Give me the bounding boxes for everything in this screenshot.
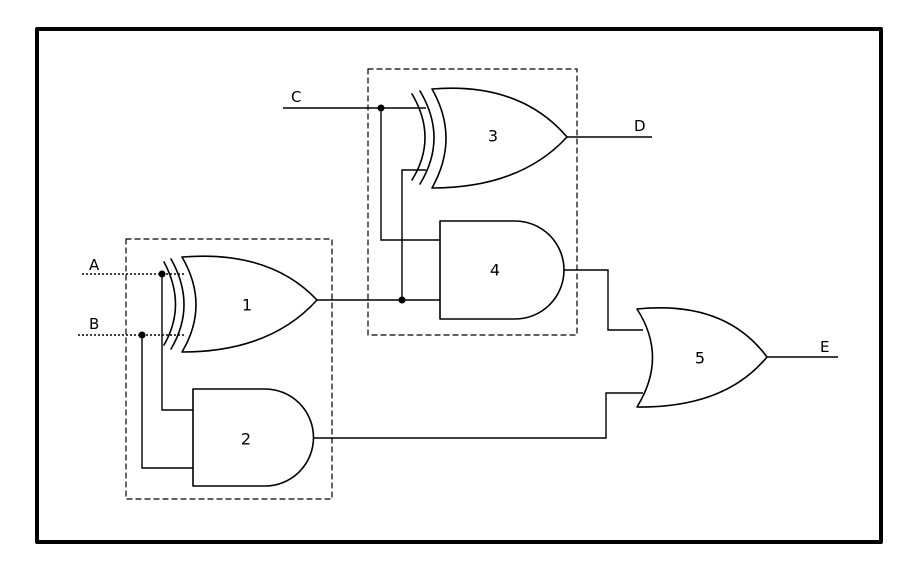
half-adder-box-2 <box>367 68 578 336</box>
label-c: C <box>291 88 301 106</box>
junction-a <box>158 270 166 278</box>
gate-1-xor <box>163 255 318 353</box>
outer-frame <box>35 27 883 544</box>
gate-5-or <box>636 306 768 408</box>
gate-3-number: 3 <box>488 127 498 146</box>
gate-2-and <box>192 388 315 487</box>
gate-5-number: 5 <box>695 349 705 368</box>
gate-3-xor <box>411 87 568 189</box>
label-d: D <box>634 117 646 135</box>
gate-4-number: 4 <box>490 261 500 280</box>
label-a: A <box>89 256 100 274</box>
gate-4-and <box>439 220 565 320</box>
gate-2-number: 2 <box>241 430 251 449</box>
gate-1-number: 1 <box>242 296 252 315</box>
half-adder-box-1 <box>125 238 333 500</box>
junction-sum <box>398 296 406 304</box>
wires <box>78 107 838 469</box>
junction-b <box>138 331 146 339</box>
label-e: E <box>820 338 829 356</box>
junction-dots <box>138 104 406 339</box>
junction-c <box>377 104 385 112</box>
label-b: B <box>89 315 99 333</box>
